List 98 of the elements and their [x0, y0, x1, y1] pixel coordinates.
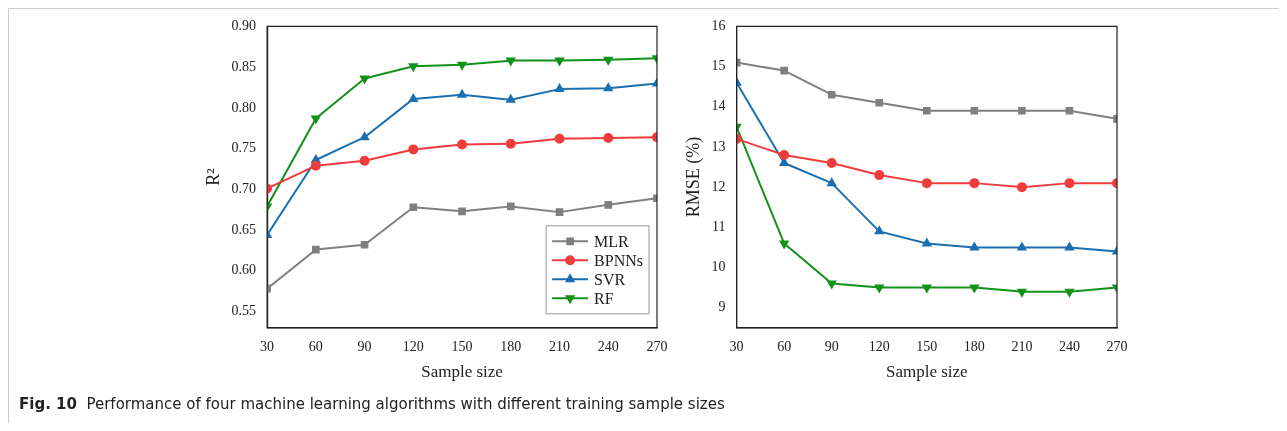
point [969, 284, 979, 293]
point [1065, 106, 1074, 115]
x-tick-label: 30 [729, 338, 744, 354]
point [458, 207, 466, 216]
point [827, 90, 836, 99]
x-tick-label: 180 [500, 338, 522, 354]
point [505, 138, 516, 149]
point [409, 203, 418, 212]
point [827, 280, 837, 289]
point [457, 89, 467, 98]
point [826, 158, 837, 169]
point [970, 106, 979, 115]
legend-label: SVR [594, 270, 626, 288]
x-tick-label: 270 [646, 338, 668, 354]
point [311, 115, 321, 124]
point [457, 139, 468, 150]
caption: Fig. 10 Performance of four machine learning algorithms with different training sample sizes [19, 395, 725, 413]
y-tick-label: 0.55 [231, 303, 257, 319]
point [922, 238, 932, 247]
point [1017, 288, 1027, 297]
legend-label: BPNNs [594, 251, 643, 269]
x-axis-title: Sample size [885, 362, 968, 382]
point [1016, 182, 1027, 193]
y-tick-label: 13 [711, 138, 726, 154]
point [555, 208, 564, 216]
point [603, 83, 613, 92]
y-tick-label: 15 [711, 58, 726, 74]
legend-label: RF [594, 289, 614, 307]
x-tick-label: 120 [868, 338, 890, 354]
point [779, 150, 790, 160]
point [506, 202, 515, 211]
x-tick-label: 90 [824, 338, 839, 354]
y-tick-label: 0.75 [231, 140, 257, 156]
y-tick-label: 9 [718, 299, 726, 315]
y-tick-label: 0.85 [231, 58, 257, 74]
y-tick-label: 11 [712, 219, 726, 235]
point [874, 226, 884, 235]
y-axis-title: RMSE (%) [682, 136, 704, 218]
point [359, 155, 370, 166]
x-tick-label: 270 [1106, 338, 1128, 354]
x-tick-label: 120 [402, 338, 424, 354]
point [408, 63, 418, 72]
point [604, 200, 613, 209]
point [310, 160, 321, 171]
point [922, 284, 932, 293]
legend-label: MLR [594, 232, 630, 250]
y-tick-label: 16 [711, 18, 726, 34]
point [555, 57, 564, 66]
point [506, 57, 516, 66]
x-tick-label: 150 [916, 338, 938, 354]
y-axis-title: R² [202, 168, 223, 186]
x-tick-label: 30 [260, 338, 275, 354]
x-tick-label: 150 [451, 338, 473, 354]
point [1064, 178, 1075, 189]
point [408, 144, 419, 155]
point [1064, 288, 1074, 297]
point [312, 245, 320, 254]
point [1064, 242, 1074, 251]
y-tick-label: 14 [711, 98, 726, 114]
point [360, 240, 369, 249]
point [875, 98, 884, 107]
point [922, 106, 931, 115]
x-tick-label: 210 [549, 338, 571, 354]
y-tick-label: 0.60 [231, 262, 257, 278]
x-axis-title: Sample size [421, 362, 503, 382]
point [779, 158, 789, 167]
point [603, 133, 614, 143]
point [874, 284, 884, 293]
y-tick-label: 0.65 [231, 221, 257, 237]
y-tick-label: 0.70 [231, 180, 257, 196]
point [603, 56, 613, 65]
x-tick-label: 180 [963, 338, 985, 354]
point [360, 132, 370, 141]
point [506, 94, 516, 103]
x-tick-label: 60 [308, 338, 323, 354]
point [408, 93, 418, 102]
y-tick-label: 12 [711, 178, 726, 194]
y-tick-label: 10 [711, 259, 726, 275]
x-tick-label: 60 [777, 338, 792, 354]
x-tick-label: 240 [597, 338, 619, 354]
point [360, 75, 370, 84]
point [969, 178, 980, 189]
point [457, 61, 467, 70]
y-tick-label: 0.90 [231, 18, 257, 34]
point [555, 84, 564, 93]
point [1017, 242, 1027, 251]
point [874, 170, 885, 181]
x-tick-label: 90 [357, 338, 372, 354]
x-tick-label: 210 [1011, 338, 1033, 354]
point [1018, 106, 1026, 115]
point [779, 240, 789, 249]
x-tick-label: 240 [1058, 338, 1080, 354]
y-tick-label: 0.80 [231, 99, 257, 115]
point [969, 242, 979, 251]
point [554, 133, 565, 144]
point [827, 178, 837, 187]
point [780, 66, 788, 75]
point [921, 178, 932, 189]
